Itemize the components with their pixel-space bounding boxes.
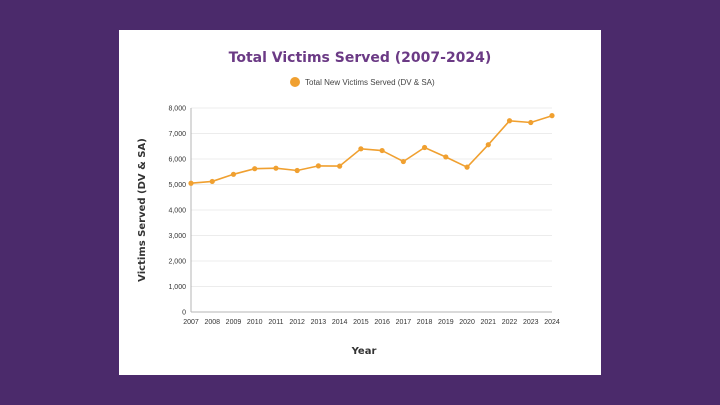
x-tick-label: 2021 xyxy=(481,319,497,326)
data-point xyxy=(506,118,513,124)
data-point xyxy=(528,119,534,126)
data-point xyxy=(549,113,555,119)
x-axis-label: Year xyxy=(351,346,377,357)
x-tick-label: 2024 xyxy=(544,319,560,326)
data-point xyxy=(230,171,237,177)
x-tick-label: 2014 xyxy=(332,319,348,326)
data-point xyxy=(273,165,279,171)
data-point xyxy=(294,167,300,174)
y-tick-label: 4,000 xyxy=(168,208,186,215)
x-tick-label: 2016 xyxy=(374,319,390,326)
x-axis-ticks: 2007 2008 2009 2010 2011 2012 2013 2014 2015 2016… xyxy=(183,319,560,326)
x-tick-label: 2017 xyxy=(396,319,412,326)
y-tick-label: 1,000 xyxy=(168,284,186,291)
data-point xyxy=(485,142,491,148)
y-tick-label: 8,000 xyxy=(168,106,186,113)
data-points xyxy=(188,113,555,186)
data-point xyxy=(209,178,215,185)
x-tick-label: 2022 xyxy=(502,319,518,326)
y-axis-ticks: 0 1,000 2,000 3,000 4,000 5,000 6,000 7,000 8,00… xyxy=(168,106,186,317)
y-tick-label: 3,000 xyxy=(168,233,186,240)
x-tick-label: 2012 xyxy=(289,319,305,326)
y-tick-label: 6,000 xyxy=(168,157,186,164)
x-tick-label: 2008 xyxy=(204,319,220,326)
chart-card: Total Victims Served (2007-2024) Total N… xyxy=(119,30,601,375)
data-point xyxy=(421,144,428,151)
series-line xyxy=(190,114,553,184)
y-axis-label: Victims Served (DV & SA) xyxy=(137,138,148,282)
x-tick-label: 2019 xyxy=(438,319,454,326)
line-chart: Total Victims Served (2007-2024) Total N… xyxy=(137,50,560,357)
legend: Total New Victims Served (DV & SA) xyxy=(290,77,435,87)
data-point xyxy=(315,163,322,169)
x-tick-label: 2007 xyxy=(183,319,199,326)
x-tick-label: 2011 xyxy=(268,319,283,326)
y-tick-label: 2,000 xyxy=(168,259,186,266)
x-tick-label: 2013 xyxy=(311,319,327,326)
x-tick-label: 2009 xyxy=(226,319,242,326)
x-tick-label: 2010 xyxy=(247,319,263,326)
legend-label: Total New Victims Served (DV & SA) xyxy=(305,78,435,87)
x-tick-label: 2015 xyxy=(353,319,369,326)
data-point xyxy=(379,147,385,154)
y-tick-label: 0 xyxy=(182,310,186,317)
x-tick-label: 2018 xyxy=(417,319,433,326)
data-point xyxy=(337,163,343,169)
data-point xyxy=(464,164,470,170)
x-tick-label: 2020 xyxy=(459,319,475,326)
grid-lines xyxy=(191,107,552,287)
data-point xyxy=(252,166,258,172)
data-point xyxy=(188,180,194,186)
data-point xyxy=(443,154,449,160)
data-point xyxy=(400,158,406,165)
y-tick-label: 7,000 xyxy=(168,131,186,138)
legend-marker xyxy=(290,77,300,87)
y-tick-label: 5,000 xyxy=(168,182,186,189)
chart-title: Total Victims Served (2007-2024) xyxy=(229,50,492,66)
x-tick-label: 2023 xyxy=(523,319,539,326)
data-point xyxy=(358,146,364,152)
